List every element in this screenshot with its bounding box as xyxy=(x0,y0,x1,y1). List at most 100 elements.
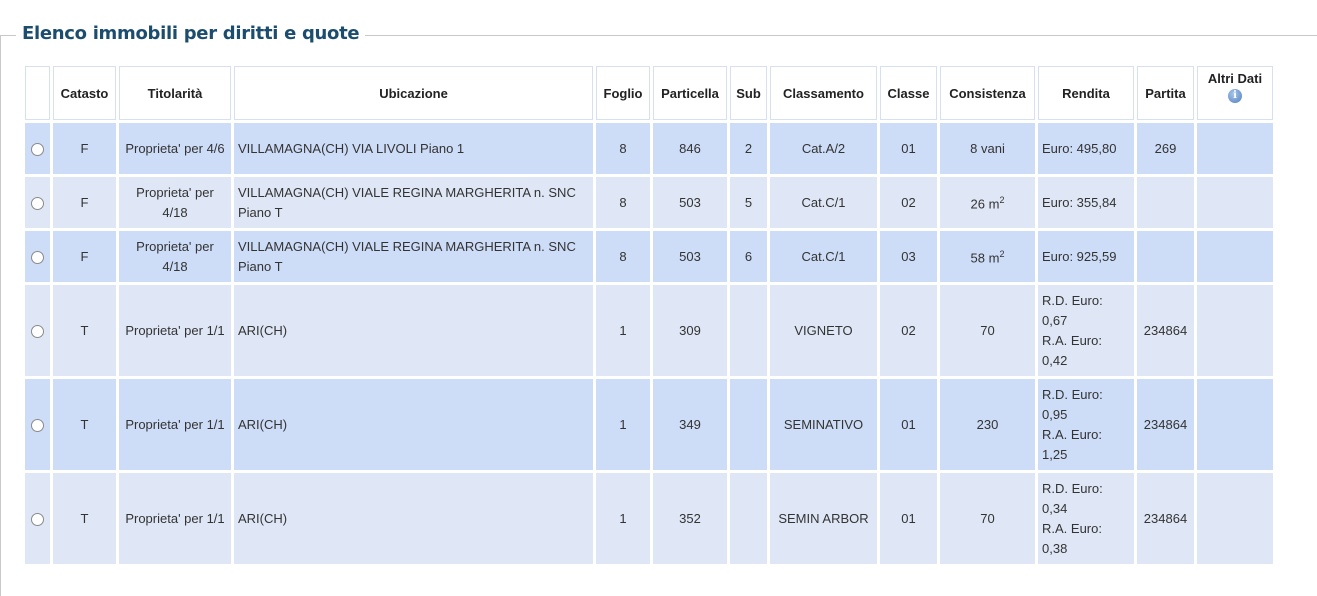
row-radio[interactable] xyxy=(31,250,44,264)
table-row[interactable]: F Proprieta' per 4/18 VILLAMAGNA(CH) VIALE… xyxy=(25,177,1273,228)
altri-dati-cell xyxy=(1197,473,1273,564)
sub-cell: 5 xyxy=(730,177,767,228)
catasto-cell: F xyxy=(53,177,116,228)
altri-dati-cell xyxy=(1197,379,1273,470)
ubicazione-cell: ARI(CH) xyxy=(234,379,593,470)
classe-cell: 02 xyxy=(880,177,937,228)
table-row[interactable]: T Proprieta' per 1/1 ARI(CH) 1 349 SEMINATIVO… xyxy=(25,379,1273,470)
select-cell xyxy=(25,473,50,564)
table-row[interactable]: F Proprieta' per 4/6 VILLAMAGNA(CH) VIA LI… xyxy=(25,123,1273,174)
classe-value: 02 xyxy=(901,194,916,210)
partita-value: 234864 xyxy=(1143,416,1188,432)
table-row[interactable]: T Proprieta' per 1/1 ARI(CH) 1 352 SEMIN ARBO… xyxy=(25,473,1273,564)
ubicazione-cell: VILLAMAGNA(CH) VIALE REGINA MARGHERITA n… xyxy=(234,231,593,282)
altri-dati-cell xyxy=(1197,285,1273,376)
rendita-line: R.D. Euro: 0,95 xyxy=(1042,386,1103,422)
rendita-cell: R.D. Euro: 0,67 R.A. Euro: 0,42 xyxy=(1038,285,1134,376)
ubicazione-cell: ARI(CH) xyxy=(234,285,593,376)
catasto-value: T xyxy=(80,416,89,432)
particella-cell: 503 xyxy=(653,231,727,282)
header-titolarita: Titolarità xyxy=(119,66,231,120)
classamento-cell: Cat.C/1 xyxy=(770,177,877,228)
classamento-cell: Cat.C/1 xyxy=(770,231,877,282)
partita-cell: 269 xyxy=(1137,123,1194,174)
sub-value: 5 xyxy=(744,194,753,210)
altri-dati-cell xyxy=(1197,177,1273,228)
foglio-cell: 8 xyxy=(596,177,650,228)
rendita-cell: Euro: 925,59 xyxy=(1038,231,1134,282)
foglio-value: 1 xyxy=(619,322,627,338)
classamento-cell: SEMIN ARBOR xyxy=(770,473,877,564)
ubicazione-value: ARI(CH) xyxy=(238,322,288,338)
rendita-cell: Euro: 495,80 xyxy=(1038,123,1134,174)
sub-cell: 6 xyxy=(730,231,767,282)
consistenza-cell: 8 vani xyxy=(940,123,1035,174)
sub-cell xyxy=(730,379,767,470)
partita-cell: 234864 xyxy=(1137,379,1194,470)
rendita-line: Euro: 355,84 xyxy=(1042,194,1117,210)
consistenza-cell: 26 m2 xyxy=(940,177,1035,228)
ubicazione-value: ARI(CH) xyxy=(238,510,288,526)
row-radio[interactable] xyxy=(31,324,44,338)
titolarita-cell: Proprieta' per 4/18 xyxy=(119,177,231,228)
classamento-value: Cat.C/1 xyxy=(801,248,846,264)
unit-superscript: 2 xyxy=(999,195,1005,206)
table-row[interactable]: F Proprieta' per 4/18 VILLAMAGNA(CH) VIALE… xyxy=(25,231,1273,282)
header-row: Catasto Titolarità Ubicazione Foglio Partice… xyxy=(25,66,1273,120)
info-icon[interactable]: i xyxy=(1228,89,1242,103)
titolarita-value: Proprieta' per 1/1 xyxy=(125,510,225,526)
classe-value: 03 xyxy=(901,248,916,264)
unit-superscript: 2 xyxy=(999,249,1005,260)
header-catasto: Catasto xyxy=(53,66,116,120)
rendita-line: R.D. Euro: 0,34 xyxy=(1042,480,1103,516)
classe-value: 01 xyxy=(901,416,916,432)
partita-cell: 234864 xyxy=(1137,285,1194,376)
header-label: Classe xyxy=(887,85,930,101)
titolarita-value: Proprieta' per 1/1 xyxy=(125,322,225,338)
select-cell xyxy=(25,177,50,228)
partita-cell: 234864 xyxy=(1137,473,1194,564)
titolarita-cell: Proprieta' per 4/18 xyxy=(119,231,231,282)
classamento-cell: SEMINATIVO xyxy=(770,379,877,470)
particella-cell: 352 xyxy=(653,473,727,564)
sub-value: 6 xyxy=(744,248,753,264)
foglio-value: 8 xyxy=(619,248,627,264)
classamento-value: SEMIN ARBOR xyxy=(778,510,869,526)
foglio-cell: 8 xyxy=(596,123,650,174)
classamento-value: SEMINATIVO xyxy=(783,416,864,432)
classe-cell: 01 xyxy=(880,379,937,470)
particella-value: 309 xyxy=(679,322,701,338)
ubicazione-value: ARI(CH) xyxy=(238,416,288,432)
header-label: Ubicazione xyxy=(379,85,448,101)
ubicazione-value: VILLAMAGNA(CH) VIALE REGINA MARGHERITA n… xyxy=(238,238,576,274)
rendita-line: R.A. Euro: 0,42 xyxy=(1042,332,1102,368)
altri-dati-cell xyxy=(1197,123,1273,174)
section-title: Elenco immobili per diritti e quote xyxy=(16,23,366,44)
header-label: Catasto xyxy=(60,85,109,101)
row-radio[interactable] xyxy=(31,196,44,210)
classe-cell: 02 xyxy=(880,285,937,376)
sub-cell xyxy=(730,285,767,376)
classe-value: 01 xyxy=(901,510,916,526)
row-radio[interactable] xyxy=(31,512,44,526)
titolarita-cell: Proprieta' per 1/1 xyxy=(119,473,231,564)
classamento-value: Cat.C/1 xyxy=(801,194,846,210)
row-radio[interactable] xyxy=(31,418,44,432)
row-radio[interactable] xyxy=(31,142,44,156)
sub-cell: 2 xyxy=(730,123,767,174)
consistenza-value: 70 xyxy=(980,322,995,338)
particella-value: 846 xyxy=(679,140,701,156)
rendita-line: R.A. Euro: 0,38 xyxy=(1042,520,1102,556)
classe-value: 02 xyxy=(901,322,916,338)
fieldset-border xyxy=(0,35,1317,596)
consistenza-cell: 230 xyxy=(940,379,1035,470)
classe-cell: 01 xyxy=(880,473,937,564)
foglio-cell: 8 xyxy=(596,231,650,282)
catasto-cell: T xyxy=(53,473,116,564)
header-select xyxy=(25,66,50,120)
table-row[interactable]: T Proprieta' per 1/1 ARI(CH) 1 309 VIGNETO 02 7… xyxy=(25,285,1273,376)
consistenza-value: 70 xyxy=(980,510,995,526)
foglio-value: 1 xyxy=(619,510,627,526)
header-consistenza: Consistenza xyxy=(940,66,1035,120)
partita-value: 234864 xyxy=(1143,322,1188,338)
